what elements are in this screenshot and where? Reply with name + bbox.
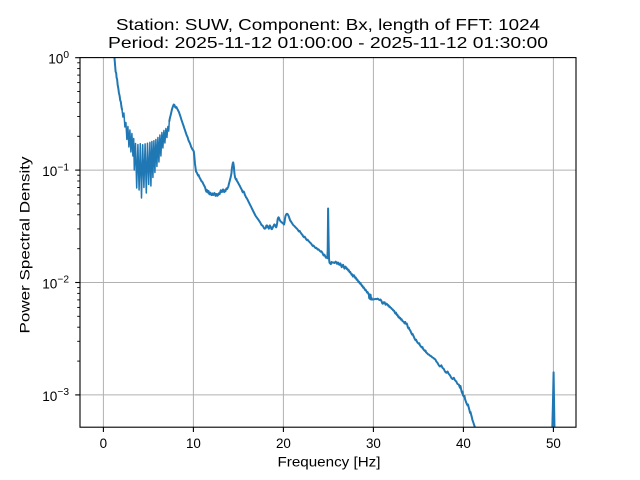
svg-text:Power Spectral Density: Power Spectral Density (17, 157, 33, 334)
svg-text:Period: 2025-11-12 01:00:00 -: Period: 2025-11-12 01:00:00 - 2025-11-12… (108, 35, 548, 52)
svg-text:40: 40 (456, 436, 471, 451)
svg-text:Frequency [Hz]: Frequency [Hz] (278, 454, 381, 470)
svg-text:30: 30 (366, 436, 381, 451)
svg-text:Station: SUW, Component: Bx, l: Station: SUW, Component: Bx, length of F… (116, 17, 540, 34)
svg-text:50: 50 (546, 436, 561, 451)
svg-text:0: 0 (100, 436, 107, 451)
svg-text:20: 20 (276, 436, 291, 451)
svg-text:10: 10 (186, 436, 201, 451)
